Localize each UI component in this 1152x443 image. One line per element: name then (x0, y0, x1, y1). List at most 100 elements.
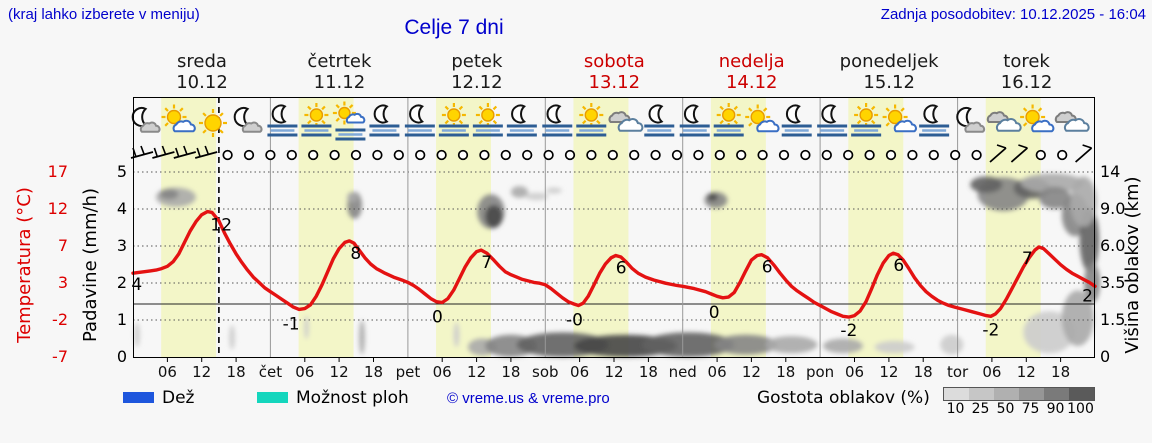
temp-tick: 3 (57, 273, 68, 292)
weather-icon-cloud (608, 111, 644, 132)
temp-tick: 17 (47, 162, 68, 181)
weather-icon-sun-fog (713, 103, 744, 137)
wind-row (130, 144, 1093, 163)
precip-axis-label: Padavine (mm/h) (80, 188, 101, 342)
cloud-height-tick: 14 (1100, 162, 1121, 181)
svg-text:18: 18 (364, 363, 383, 381)
weather-icon-moon-fog (644, 104, 675, 137)
svg-text:4: 4 (131, 275, 142, 295)
weather-icon-sun-cloud (161, 104, 196, 133)
svg-text:12: 12 (192, 363, 211, 381)
precip-tick: 3 (116, 236, 127, 255)
day-header-sobota: sobota 13.12 (545, 51, 683, 93)
weather-icon-sun-cloud-fog (332, 101, 366, 141)
weather-icon-sun-fog (851, 103, 882, 137)
weather-icon-moon-cloud (233, 107, 263, 133)
cloud-height-tick: 0 (1100, 347, 1111, 366)
page-title: Celje 7 dni (404, 16, 504, 39)
day-date: 16.12 (1000, 72, 1053, 93)
x-axis-labels: 06 12 18 čet 06 12 18 pet 06 12 18 sob 06 12 18 ned 06 12… (158, 358, 1070, 381)
weather-icon-sun-cloud (745, 104, 780, 133)
weather-icon-moon-cloud (131, 107, 161, 133)
day-name: četrtek (307, 51, 372, 72)
day-header-nedelja: nedelja 14.12 (683, 51, 821, 93)
copyright-link[interactable]: © vreme.us & vreme.pro (447, 390, 610, 407)
cloud-density-segment (944, 388, 969, 400)
svg-text:06: 06 (982, 363, 1001, 381)
svg-text:12: 12 (467, 363, 486, 381)
svg-text:0: 0 (709, 303, 720, 323)
precip-tick: 0 (116, 347, 127, 366)
weather-icon-sun (199, 109, 227, 137)
cloud-density-gradient (943, 387, 1095, 401)
day-name: ponedeljek (839, 51, 939, 72)
svg-text:06: 06 (295, 363, 314, 381)
svg-text:-2: -2 (982, 320, 999, 340)
cloud-density-tick: 90 (1046, 401, 1065, 417)
svg-text:12: 12 (1017, 363, 1036, 381)
weather-icon-moon-fog (679, 104, 710, 137)
svg-text:6: 6 (616, 259, 627, 279)
day-date: 10.12 (176, 72, 228, 93)
temperature-point-labels: 4 12 -1 8 0 7 -0 6 0 6 -2 6 -2 7 2 (131, 216, 1093, 342)
showers-legend-swatch (257, 392, 288, 403)
precip-tick: 5 (116, 162, 127, 181)
cloud-density-legend-label: Gostota oblakov (%) (757, 388, 930, 408)
day-header-četrtek: četrtek 11.12 (270, 51, 408, 93)
cloud-height-tick: 1.5 (1100, 310, 1126, 329)
svg-text:18: 18 (501, 363, 520, 381)
showers-legend-label: Možnost ploh (296, 388, 409, 408)
weather-icon-moon-fog (919, 104, 950, 137)
svg-text:12: 12 (879, 363, 898, 381)
svg-text:pon: pon (806, 363, 834, 381)
weather-icon-moon-fog (404, 104, 435, 137)
svg-text:18: 18 (914, 363, 933, 381)
plot-frame (133, 97, 1095, 358)
weather-icon-moon-fog (267, 104, 298, 137)
last-update: Zadnja posodobitev: 10.12.2025 - 16:04 (880, 6, 1146, 23)
cloud-density-tick: 10 (946, 401, 965, 417)
svg-text:06: 06 (708, 363, 727, 381)
weather-icon-sun-cloud (882, 104, 917, 133)
weather-icon-cloud (986, 111, 1022, 132)
day-header-petek: petek 12.12 (408, 51, 546, 93)
svg-text:12: 12 (742, 363, 761, 381)
temp-axis-label: Temperatura (°C) (14, 187, 35, 343)
cloud-density-tick: 100 (1067, 401, 1094, 417)
weather-icon-moon-fog (369, 104, 400, 137)
svg-text:-2: -2 (840, 321, 857, 341)
cloud-density-segment (994, 388, 1019, 400)
weather-icon-sun-fog (472, 103, 503, 137)
cloud-height-axis-label: Višina oblakov (km) (1122, 176, 1143, 354)
day-date: 15.12 (863, 72, 915, 93)
svg-text:18: 18 (227, 363, 246, 381)
day-date: 14.12 (725, 72, 778, 93)
temp-tick: 12 (47, 199, 68, 218)
svg-text:6: 6 (762, 258, 773, 278)
svg-text:8: 8 (350, 244, 361, 264)
svg-text:06: 06 (433, 363, 452, 381)
cloud-density-segment (1019, 388, 1044, 400)
weather-icon-moon-fog (781, 104, 812, 137)
day-separators (269, 97, 959, 358)
cloud-height-tick: 9.0 (1100, 199, 1126, 218)
weather-icon-sun-fog (301, 103, 332, 137)
day-name: torek (1003, 51, 1050, 72)
svg-text:2: 2 (1082, 286, 1093, 306)
svg-text:tor: tor (947, 363, 969, 381)
cloud-density-tick: 25 (971, 401, 990, 417)
svg-text:12: 12 (210, 216, 232, 236)
svg-text:sob: sob (532, 363, 559, 381)
day-name: sobota (583, 51, 645, 72)
svg-text:7: 7 (1022, 249, 1033, 269)
svg-text:06: 06 (570, 363, 589, 381)
weather-icon-moon-fog (506, 104, 537, 137)
svg-text:čet: čet (259, 363, 282, 381)
day-name: sreda (177, 51, 227, 72)
day-name: petek (451, 51, 503, 72)
svg-text:7: 7 (481, 253, 492, 273)
svg-text:06: 06 (158, 363, 177, 381)
svg-text:12: 12 (604, 363, 623, 381)
day-header-torek: torek 16.12 (958, 51, 1096, 93)
